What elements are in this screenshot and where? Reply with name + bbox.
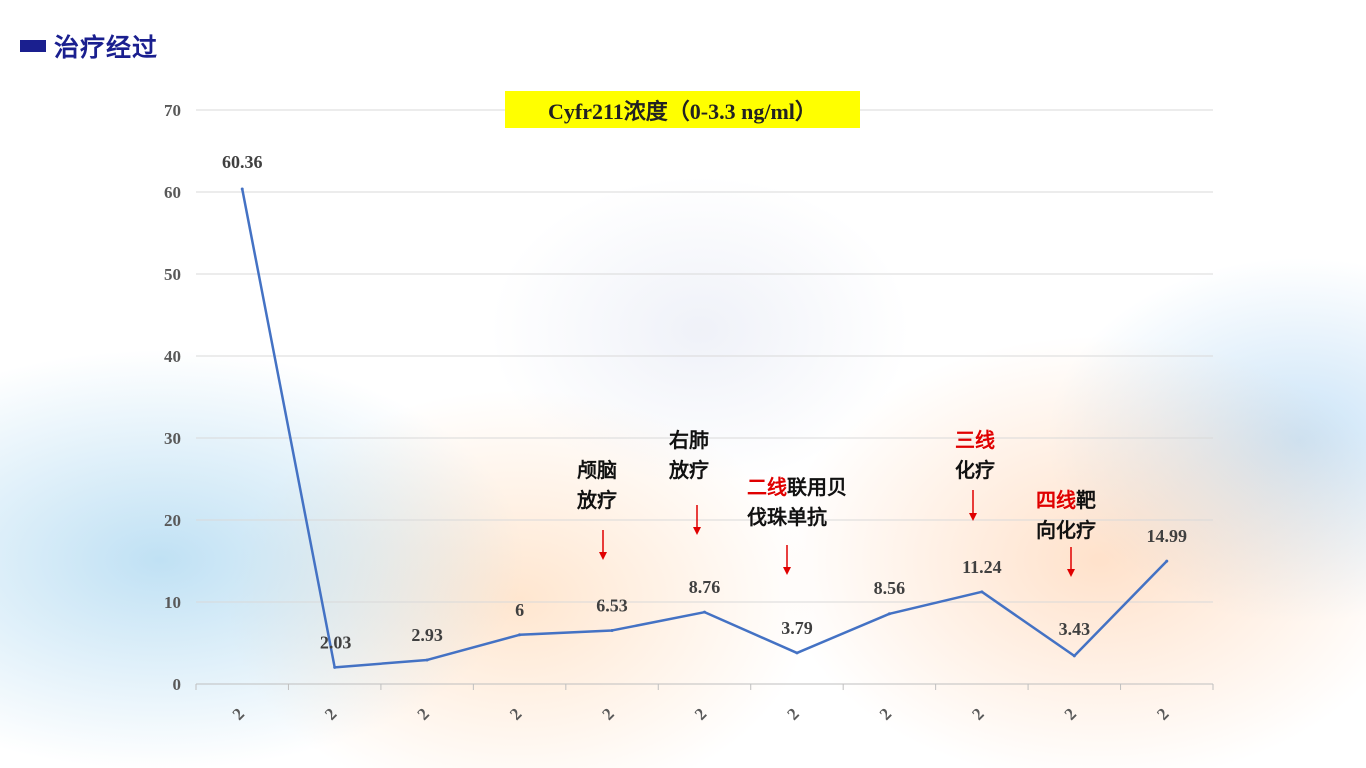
- y-tick-label: 40: [164, 347, 181, 366]
- treatment-annotation: 右肺 放疗: [669, 425, 709, 485]
- data-label: 2.93: [411, 625, 443, 645]
- treatment-annotation: 颅脑 放疗: [577, 455, 617, 515]
- annotation-line: 右肺: [669, 425, 709, 455]
- chart-title: Cyfr211浓度（0-3.3 ng/ml）: [505, 91, 860, 128]
- data-point: [610, 628, 614, 632]
- annotation-line: 向化疗: [1036, 515, 1096, 545]
- annotation-line: 颅脑: [577, 455, 617, 485]
- annotation-arrowhead: [599, 552, 607, 560]
- y-tick-label: 60: [164, 183, 181, 202]
- x-tick-label: 2: [506, 704, 525, 723]
- annotation-text: 三线: [955, 428, 995, 452]
- annotation-line: 四线靶: [1036, 485, 1096, 515]
- annotation-arrowhead: [693, 527, 701, 535]
- y-tick-label: 10: [164, 593, 181, 612]
- data-point: [703, 610, 706, 614]
- data-label: 11.24: [962, 557, 1002, 577]
- annotation-text: 放疗: [669, 458, 709, 482]
- data-point: [333, 665, 337, 669]
- data-point: [425, 658, 429, 662]
- data-point: [1072, 654, 1076, 658]
- annotation-text: 右肺: [669, 428, 709, 452]
- treatment-annotation: 二线联用贝伐珠单抗: [747, 472, 847, 532]
- annotation-line: 三线: [955, 425, 995, 455]
- annotation-line: 伐珠单抗: [747, 502, 847, 532]
- annotation-text: 联用贝: [787, 475, 847, 499]
- slide-header: 治疗经过: [20, 28, 158, 64]
- x-tick-label: 2: [229, 704, 248, 723]
- data-label: 6.53: [596, 595, 628, 615]
- x-tick-label: 2: [1061, 704, 1080, 723]
- x-tick-label: 2: [783, 704, 802, 723]
- data-point: [518, 633, 522, 637]
- data-label: 3.43: [1059, 619, 1091, 639]
- annotation-text: 四线: [1036, 488, 1076, 512]
- y-tick-label: 70: [164, 101, 181, 120]
- annotation-arrowhead: [969, 513, 977, 521]
- annotation-text: 伐珠单抗: [747, 505, 827, 529]
- annotation-text: 二线: [747, 475, 787, 499]
- y-tick-label: 30: [164, 429, 181, 448]
- annotation-text: 颅脑: [577, 458, 617, 482]
- annotation-arrowhead: [783, 567, 791, 575]
- x-tick-label: 2: [691, 704, 710, 723]
- y-tick-label: 0: [173, 675, 182, 694]
- annotation-text: 靶: [1076, 488, 1096, 512]
- x-tick-label: 2: [321, 704, 340, 723]
- data-point: [887, 612, 891, 616]
- data-point: [795, 651, 799, 655]
- annotation-arrowhead: [1067, 569, 1075, 577]
- data-point: [980, 590, 984, 594]
- annotation-line: 放疗: [669, 455, 709, 485]
- slide-title: 治疗经过: [54, 33, 159, 62]
- data-label: 3.79: [781, 618, 813, 638]
- annotation-line: 化疗: [955, 455, 995, 485]
- data-label: 2.03: [320, 632, 352, 652]
- annotation-line: 放疗: [577, 485, 617, 515]
- y-tick-label: 50: [164, 265, 181, 284]
- data-label: 8.76: [689, 577, 721, 597]
- treatment-annotation: 四线靶向化疗: [1036, 485, 1096, 545]
- x-tick-label: 2: [1153, 704, 1172, 723]
- data-label: 14.99: [1147, 526, 1188, 546]
- annotation-text: 化疗: [955, 458, 995, 482]
- annotation-line: 二线联用贝: [747, 472, 847, 502]
- y-tick-label: 20: [164, 511, 181, 530]
- x-tick-label: 2: [876, 704, 895, 723]
- x-tick-label: 2: [598, 704, 617, 723]
- data-point: [1165, 559, 1169, 563]
- data-label: 8.56: [874, 578, 906, 598]
- x-tick-label: 2: [414, 704, 433, 723]
- data-point: [240, 187, 244, 191]
- annotation-text: 放疗: [577, 488, 617, 512]
- data-label: 60.36: [222, 152, 263, 172]
- data-label: 6: [515, 600, 524, 620]
- annotation-text: 向化疗: [1036, 518, 1096, 542]
- header-bullet-icon: [20, 40, 46, 52]
- treatment-annotation: 三线 化疗: [955, 425, 995, 485]
- x-tick-label: 2: [968, 704, 987, 723]
